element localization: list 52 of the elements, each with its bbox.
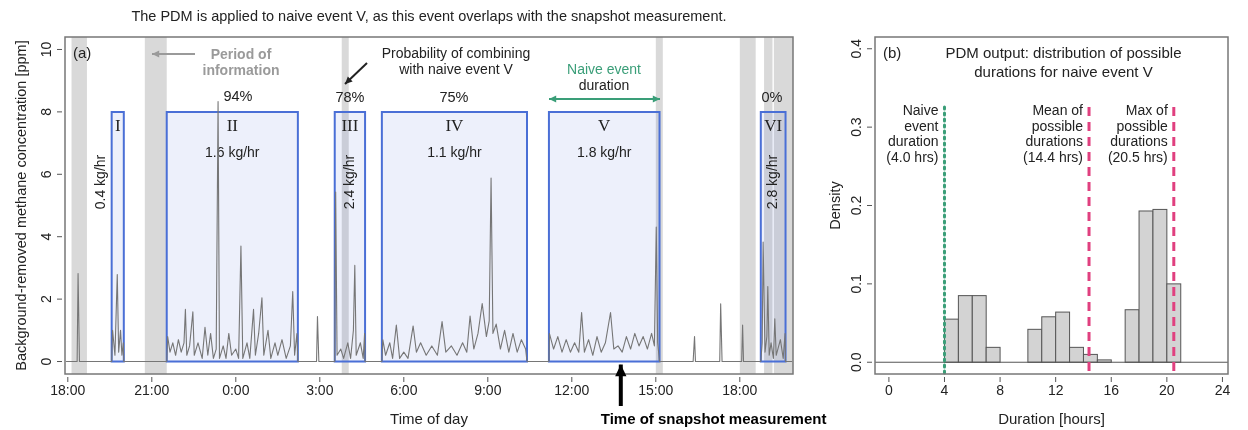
- x-tick-label: 6:00: [390, 382, 418, 398]
- x-tick-label: 18:00: [50, 382, 86, 398]
- x-tick-label: 20: [1159, 382, 1175, 398]
- x-tick-label: 21:00: [134, 382, 170, 398]
- y-axis-title: Density: [826, 180, 843, 230]
- y-tick-label: 0.4: [848, 38, 864, 59]
- y-axis-title: Background-removed methane concentration [ppm]: [12, 40, 29, 371]
- y-tick-label: 0.2: [848, 195, 864, 216]
- x-tick-label: 3:00: [306, 382, 334, 398]
- text: I 0.4 kg/hr: [92, 116, 121, 210]
- x-tick-label: 16: [1103, 382, 1120, 398]
- x-axis-title: Duration [hours]: [998, 410, 1105, 427]
- x-tick-label: 0:00: [222, 382, 250, 398]
- band-label: III 2.4 kg/hr: [340, 116, 359, 210]
- annotation: Time of snapshot measurement: [600, 410, 827, 427]
- x-tick-label: 4: [940, 382, 949, 398]
- annotation: Probability of combining with naive event V: [381, 45, 531, 77]
- band-label: IV 1.1 kg/hr: [427, 116, 482, 160]
- y-tick-label: 2: [38, 295, 54, 304]
- x-tick-label: 24: [1214, 382, 1231, 398]
- annotation: Period of information: [202, 46, 280, 78]
- y-tick-label: 10: [38, 41, 54, 58]
- x-tick-label: 15:00: [638, 382, 674, 398]
- y-tick-label: 4: [38, 232, 54, 241]
- annotation: Naive event duration: [567, 61, 642, 93]
- y-tick-label: 0.0: [848, 352, 864, 372]
- ref-line-label: Mean of possible durations (14.4 hrs): [1023, 102, 1084, 165]
- y-tick-label: 8: [38, 107, 54, 116]
- x-tick-label: 0: [885, 382, 893, 398]
- annotation: 75%: [439, 88, 469, 105]
- annotation: 94%: [223, 87, 253, 104]
- annotation: (a): [73, 44, 92, 61]
- chart-title: The PDM is applied to naive event V, as this event overlaps with the snapshot measurement.: [131, 8, 727, 24]
- annotation: 78%: [335, 88, 365, 105]
- ref-line-label: Max of possible durations (20.5 hrs): [1107, 102, 1168, 165]
- band-label: II 1.6 kg/hr: [205, 116, 260, 160]
- annotation: (b): [883, 44, 902, 61]
- annotation: 0%: [761, 88, 783, 105]
- band-label: V 1.8 kg/hr: [576, 116, 632, 160]
- y-tick-label: 0.1: [848, 273, 864, 294]
- x-axis-title: Time of day: [390, 410, 469, 427]
- band-label: VI 2.8 kg/hr: [763, 116, 783, 210]
- x-tick-label: 8: [996, 382, 1005, 398]
- x-tick-label: 9:00: [474, 382, 502, 398]
- y-tick-label: 0.3: [848, 117, 864, 137]
- ref-line-label: Naive event duration (4.0 hrs): [886, 102, 939, 165]
- y-tick-label: 0: [38, 357, 54, 366]
- x-tick-label: 12:00: [554, 382, 590, 398]
- text: PDM output: distribution of possible durations for naive event V: [945, 44, 1182, 80]
- y-tick-label: 6: [38, 170, 54, 179]
- x-tick-label: 12: [1047, 382, 1064, 398]
- x-tick-label: 18:00: [722, 382, 758, 398]
